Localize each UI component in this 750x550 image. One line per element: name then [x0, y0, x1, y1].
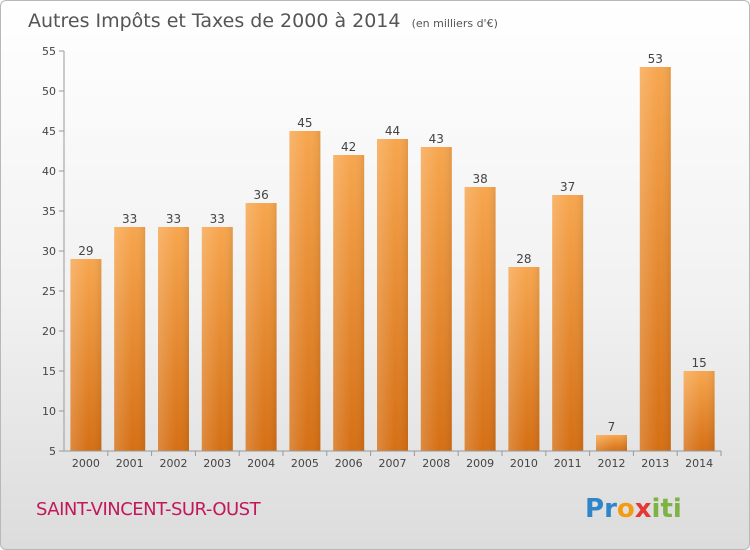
bar-value-label: 44	[385, 124, 400, 138]
bar-shade	[420, 147, 452, 451]
x-tick-label: 2006	[335, 457, 363, 470]
x-tick-label: 2004	[247, 457, 275, 470]
bar-value-label: 28	[516, 252, 531, 266]
logo-letter: o	[617, 494, 635, 524]
y-tick-label: 35	[42, 205, 56, 218]
bar-shade	[158, 227, 189, 451]
proxiti-logo: Proxiti	[585, 494, 682, 524]
y-tick-label: 40	[42, 165, 56, 178]
y-tick-label: 20	[42, 325, 56, 338]
bar-value-label: 45	[297, 116, 312, 130]
bar-value-label: 53	[648, 52, 663, 66]
bar-shade	[201, 227, 233, 451]
bar-value-label: 33	[122, 212, 137, 226]
chart-title-text: Autres Impôts et Taxes de 2000 à 2014	[28, 10, 401, 32]
x-tick-label: 2011	[554, 457, 582, 470]
bar-shade	[70, 259, 102, 451]
logo-letter: x	[635, 494, 652, 524]
commune-name: SAINT-VINCENT-SUR-OUST	[36, 499, 262, 520]
y-tick-label: 5	[49, 445, 56, 458]
logo-letter: i	[673, 494, 682, 524]
y-tick-label: 55	[42, 45, 56, 58]
x-tick-label: 2012	[598, 457, 626, 470]
logo-letter: t	[660, 494, 672, 524]
x-tick-label: 2007	[379, 457, 407, 470]
bar-value-label: 33	[166, 212, 181, 226]
bar-value-label: 7	[608, 420, 616, 434]
bar-value-label: 37	[560, 180, 575, 194]
y-tick-label: 30	[42, 245, 56, 258]
bar-value-label: 43	[429, 132, 444, 146]
bar-value-label: 29	[78, 244, 93, 258]
bar-value-label: 42	[341, 140, 356, 154]
bar-shade	[333, 155, 365, 451]
bars: 29 33 33 33 36 45 42 44 43 38 28 37 7 53 15	[70, 52, 715, 451]
logo-letter: r	[604, 494, 617, 524]
x-tick-label: 2005	[291, 457, 319, 470]
bar-shade	[552, 195, 584, 451]
bar-value-label: 36	[253, 188, 268, 202]
bar-value-label: 33	[210, 212, 225, 226]
y-tick-label: 50	[42, 85, 56, 98]
bar-shade	[289, 131, 321, 451]
bar-shade	[464, 187, 496, 451]
bar-shade	[639, 67, 671, 451]
y-axis: 5 10 15 20 25 30 35 40 45 50 55	[42, 45, 65, 458]
chart-title: Autres Impôts et Taxes de 2000 à 2014 (e…	[28, 10, 498, 32]
y-tick-label: 15	[42, 365, 56, 378]
bar-shade	[683, 371, 715, 451]
logo-letter: i	[652, 494, 661, 524]
bar-shade	[245, 203, 277, 451]
x-tick-label: 2010	[510, 457, 538, 470]
x-tick-label: 2013	[641, 457, 669, 470]
bar-shade	[377, 139, 408, 451]
y-tick-label: 25	[42, 285, 56, 298]
y-tick-label: 10	[42, 405, 56, 418]
bar-shade	[114, 227, 146, 451]
bar-shade	[596, 435, 627, 451]
x-tick-label: 2014	[685, 457, 713, 470]
x-tick-label: 2009	[466, 457, 494, 470]
chart-unit: (en milliers d'€)	[412, 17, 498, 30]
x-tick-label: 2000	[72, 457, 100, 470]
x-tick-label: 2003	[203, 457, 231, 470]
x-tick-label: 2008	[422, 457, 450, 470]
bar-value-label: 38	[472, 172, 487, 186]
bar-shade	[508, 267, 540, 451]
x-tick-label: 2002	[160, 457, 188, 470]
logo-letter: P	[585, 494, 604, 524]
x-tick-label: 2001	[116, 457, 144, 470]
y-tick-label: 45	[42, 125, 56, 138]
bar-value-label: 15	[691, 356, 706, 370]
x-axis: 2000 2001 2002 2003 2004 2005 2006 2007 2008 2009…	[64, 450, 722, 470]
